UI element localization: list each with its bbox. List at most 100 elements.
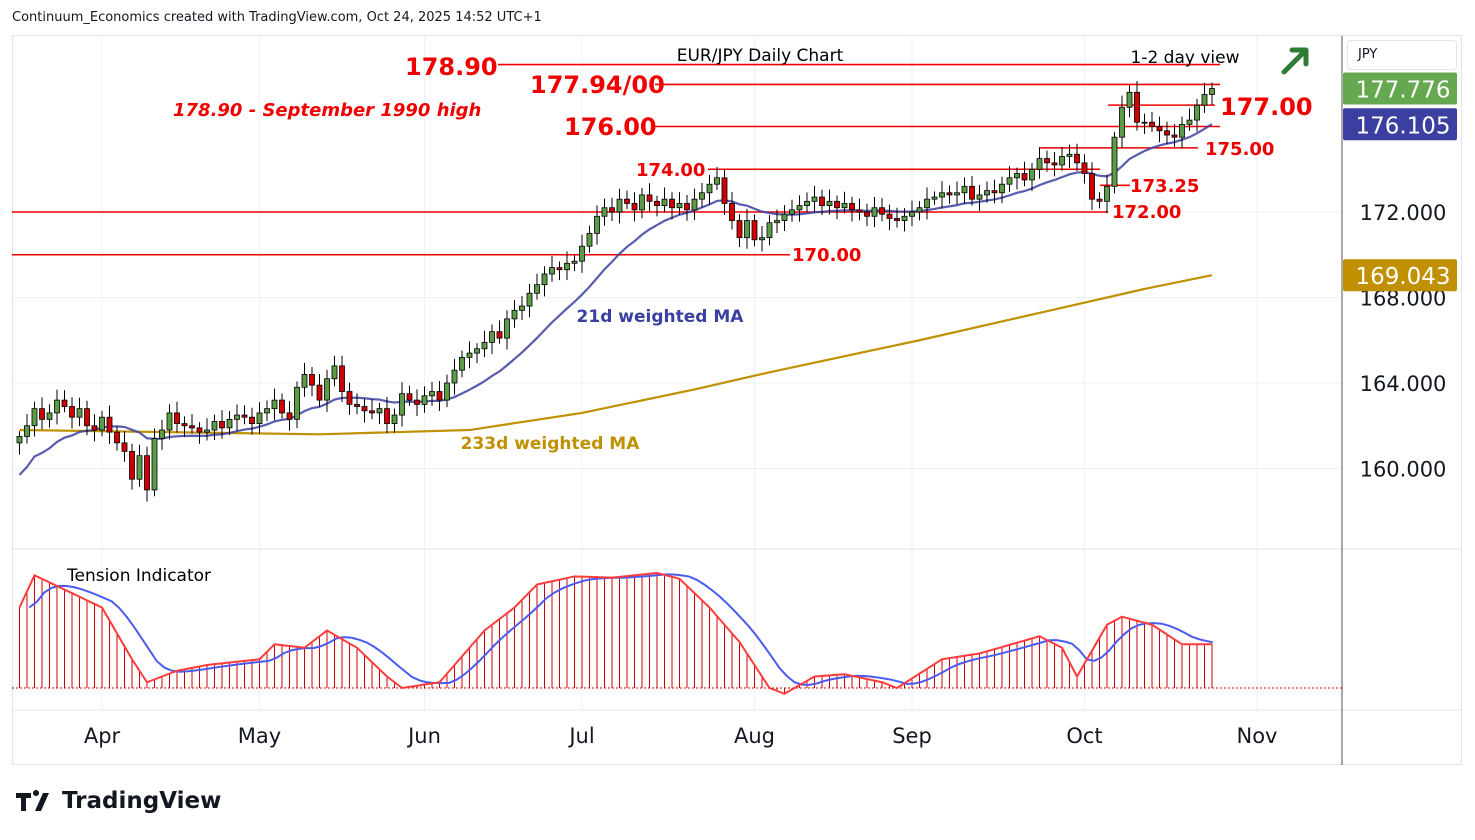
- candle-body: [361, 406, 368, 412]
- candle-body: [774, 220, 780, 224]
- candle: [384, 396, 390, 434]
- candle-body: [969, 185, 975, 200]
- chart-frame: [12, 35, 1462, 765]
- candle-body: [1104, 185, 1110, 202]
- candle-body: [196, 427, 203, 433]
- candle-body: [541, 273, 548, 286]
- candle-body: [736, 220, 743, 239]
- candle-body: [999, 183, 1005, 194]
- candle-body: [46, 412, 53, 420]
- candle-body: [324, 378, 330, 401]
- candle: [661, 187, 668, 213]
- candle-body: [444, 382, 450, 401]
- candle: [984, 181, 990, 203]
- level-label: 172.00: [1112, 202, 1181, 223]
- candle: [571, 254, 578, 272]
- level-label: 170.00: [792, 245, 861, 266]
- candle: [489, 324, 495, 354]
- candle-body: [819, 196, 825, 206]
- candle-body: [744, 220, 750, 239]
- candle-body: [751, 220, 758, 241]
- candle-body: [631, 203, 638, 211]
- candle-body: [871, 207, 878, 217]
- candle: [774, 209, 780, 234]
- candle: [534, 273, 540, 300]
- candle: [916, 201, 923, 221]
- candle: [871, 197, 878, 228]
- candle-body: [661, 198, 668, 206]
- candle: [1179, 116, 1185, 149]
- candle: [1074, 143, 1080, 172]
- candle: [1164, 121, 1170, 144]
- candle: [114, 426, 120, 451]
- candle-body: [676, 203, 683, 209]
- candle: [234, 404, 240, 432]
- candle: [1044, 150, 1050, 172]
- candle: [624, 190, 630, 210]
- candle-body: [1126, 91, 1133, 108]
- candle-body: [601, 207, 608, 217]
- candle-body: [249, 416, 255, 425]
- ma21-label: 21d weighted MA: [577, 307, 745, 327]
- candle-body: [1059, 156, 1065, 166]
- candle-body: [436, 391, 443, 401]
- view-label: 1-2 day view: [1131, 48, 1240, 68]
- candle: [961, 177, 968, 204]
- tradingview-logo[interactable]: TradingView: [16, 788, 221, 814]
- candle-body: [391, 414, 398, 425]
- candle: [954, 181, 960, 205]
- candle: [729, 191, 735, 230]
- candle-body: [954, 192, 960, 196]
- candle-body: [864, 211, 870, 217]
- candle-body: [76, 408, 83, 418]
- candle-body: [1156, 126, 1163, 132]
- candle: [346, 382, 353, 415]
- candle: [444, 374, 450, 408]
- candle: [676, 192, 683, 215]
- candle: [1096, 192, 1103, 209]
- candle: [376, 402, 383, 425]
- candle: [1141, 113, 1148, 134]
- candle-body: [264, 408, 270, 414]
- candle-body: [376, 408, 383, 414]
- candle-body: [286, 412, 293, 420]
- currency-selector[interactable]: JPY: [1347, 40, 1457, 70]
- candle-body: [766, 222, 773, 239]
- level-label: 175.00: [1205, 139, 1274, 160]
- note-label: 178.90 - September 1990 high: [173, 100, 481, 121]
- candle-body: [646, 194, 653, 202]
- candle-body: [564, 262, 570, 271]
- time-tick: Nov: [1237, 724, 1278, 748]
- candle-body: [976, 194, 983, 200]
- candle-body: [1111, 136, 1118, 187]
- candle: [969, 176, 975, 206]
- candle: [759, 226, 765, 252]
- candle: [459, 350, 465, 378]
- candle-body: [24, 425, 30, 437]
- candle-body: [1179, 123, 1185, 138]
- candle: [909, 200, 915, 227]
- candle: [129, 443, 135, 490]
- candle: [991, 179, 998, 204]
- candle-body: [159, 429, 165, 439]
- level-label: 174.00: [636, 160, 705, 181]
- candle-body: [759, 237, 765, 241]
- candle: [286, 401, 293, 431]
- candle-body: [1209, 88, 1215, 95]
- candle: [841, 191, 848, 214]
- candle: [669, 192, 675, 220]
- candle-body: [834, 200, 840, 209]
- candle: [504, 310, 510, 350]
- candle-body: [271, 399, 278, 410]
- candle-body: [151, 438, 158, 491]
- candle: [76, 397, 83, 427]
- candle-body: [136, 455, 143, 480]
- candle-body: [901, 215, 908, 221]
- candle: [339, 355, 345, 403]
- candle-body: [189, 425, 195, 429]
- level-label: 176.00: [564, 113, 657, 141]
- candle-body: [234, 414, 240, 420]
- candle-body: [1081, 162, 1088, 174]
- candle: [181, 416, 188, 438]
